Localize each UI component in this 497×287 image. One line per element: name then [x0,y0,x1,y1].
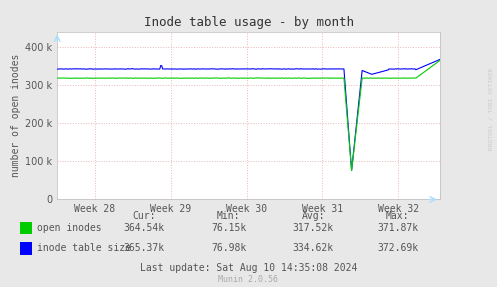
Text: 372.69k: 372.69k [377,243,418,253]
Text: Munin 2.0.56: Munin 2.0.56 [219,275,278,284]
Title: Inode table usage - by month: Inode table usage - by month [144,16,353,29]
Text: 76.15k: 76.15k [211,223,246,233]
Text: open inodes: open inodes [37,223,102,233]
Text: Max:: Max: [386,211,410,221]
Text: Last update: Sat Aug 10 14:35:08 2024: Last update: Sat Aug 10 14:35:08 2024 [140,263,357,273]
Text: Min:: Min: [217,211,241,221]
Text: 76.98k: 76.98k [211,243,246,253]
Text: 371.87k: 371.87k [377,223,418,233]
Text: inode table size: inode table size [37,243,131,253]
Text: RRDTOOL / TOBI OETIKER: RRDTOOL / TOBI OETIKER [489,68,494,150]
Text: Cur:: Cur: [132,211,156,221]
Text: 334.62k: 334.62k [293,243,333,253]
Text: Avg:: Avg: [301,211,325,221]
Text: 364.54k: 364.54k [124,223,165,233]
Text: 365.37k: 365.37k [124,243,165,253]
Y-axis label: number of open inodes: number of open inodes [11,54,21,177]
Text: 317.52k: 317.52k [293,223,333,233]
